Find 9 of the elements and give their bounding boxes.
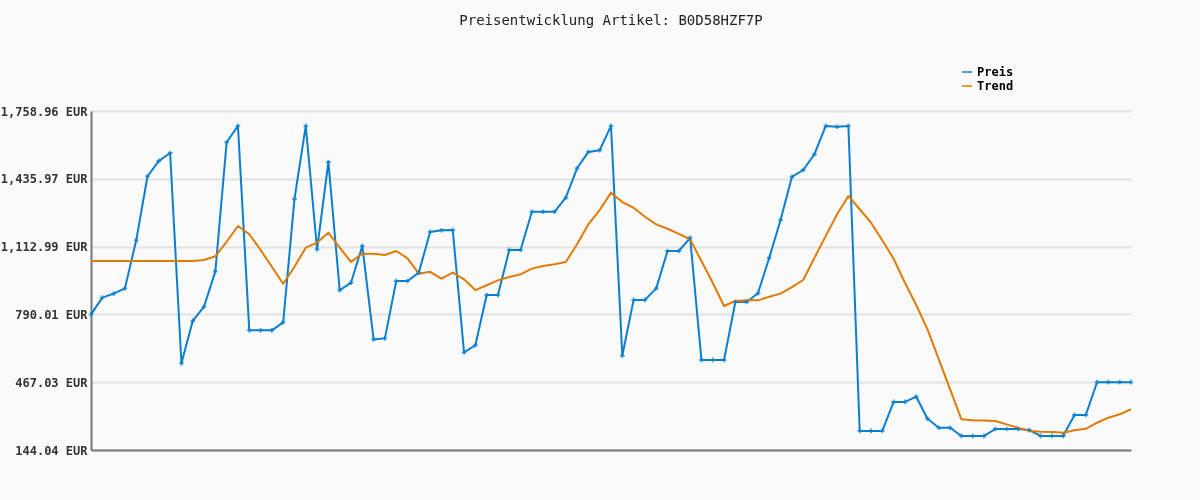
y-tick-label: 1,758.96 EUR (0, 104, 89, 119)
y-tick-label: 467.03 EUR (15, 375, 89, 390)
y-tick-label: 790.01 EUR (15, 307, 89, 322)
legend-label: Trend (977, 79, 1014, 93)
y-tick-label: 1,435.97 EUR (0, 172, 89, 187)
legend-label: Preis (977, 65, 1014, 79)
chart-title: Preisentwicklung Artikel: B0D58HZF7P (459, 12, 763, 28)
y-tick-label: 1,112.99 EUR (0, 240, 89, 255)
y-tick-label: 144.04 EUR (15, 443, 89, 458)
